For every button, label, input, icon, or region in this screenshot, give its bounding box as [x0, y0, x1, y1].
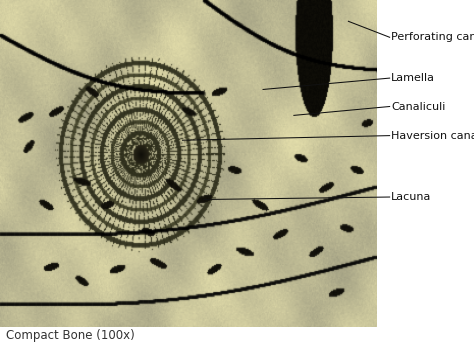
Text: Canaliculi: Canaliculi — [391, 102, 446, 111]
Text: Haversion canal: Haversion canal — [391, 131, 474, 141]
Text: Lacuna: Lacuna — [391, 192, 431, 202]
Text: Compact Bone (100x): Compact Bone (100x) — [6, 328, 135, 342]
Text: Perforating canal: Perforating canal — [391, 32, 474, 42]
Text: Lamella: Lamella — [391, 73, 435, 83]
